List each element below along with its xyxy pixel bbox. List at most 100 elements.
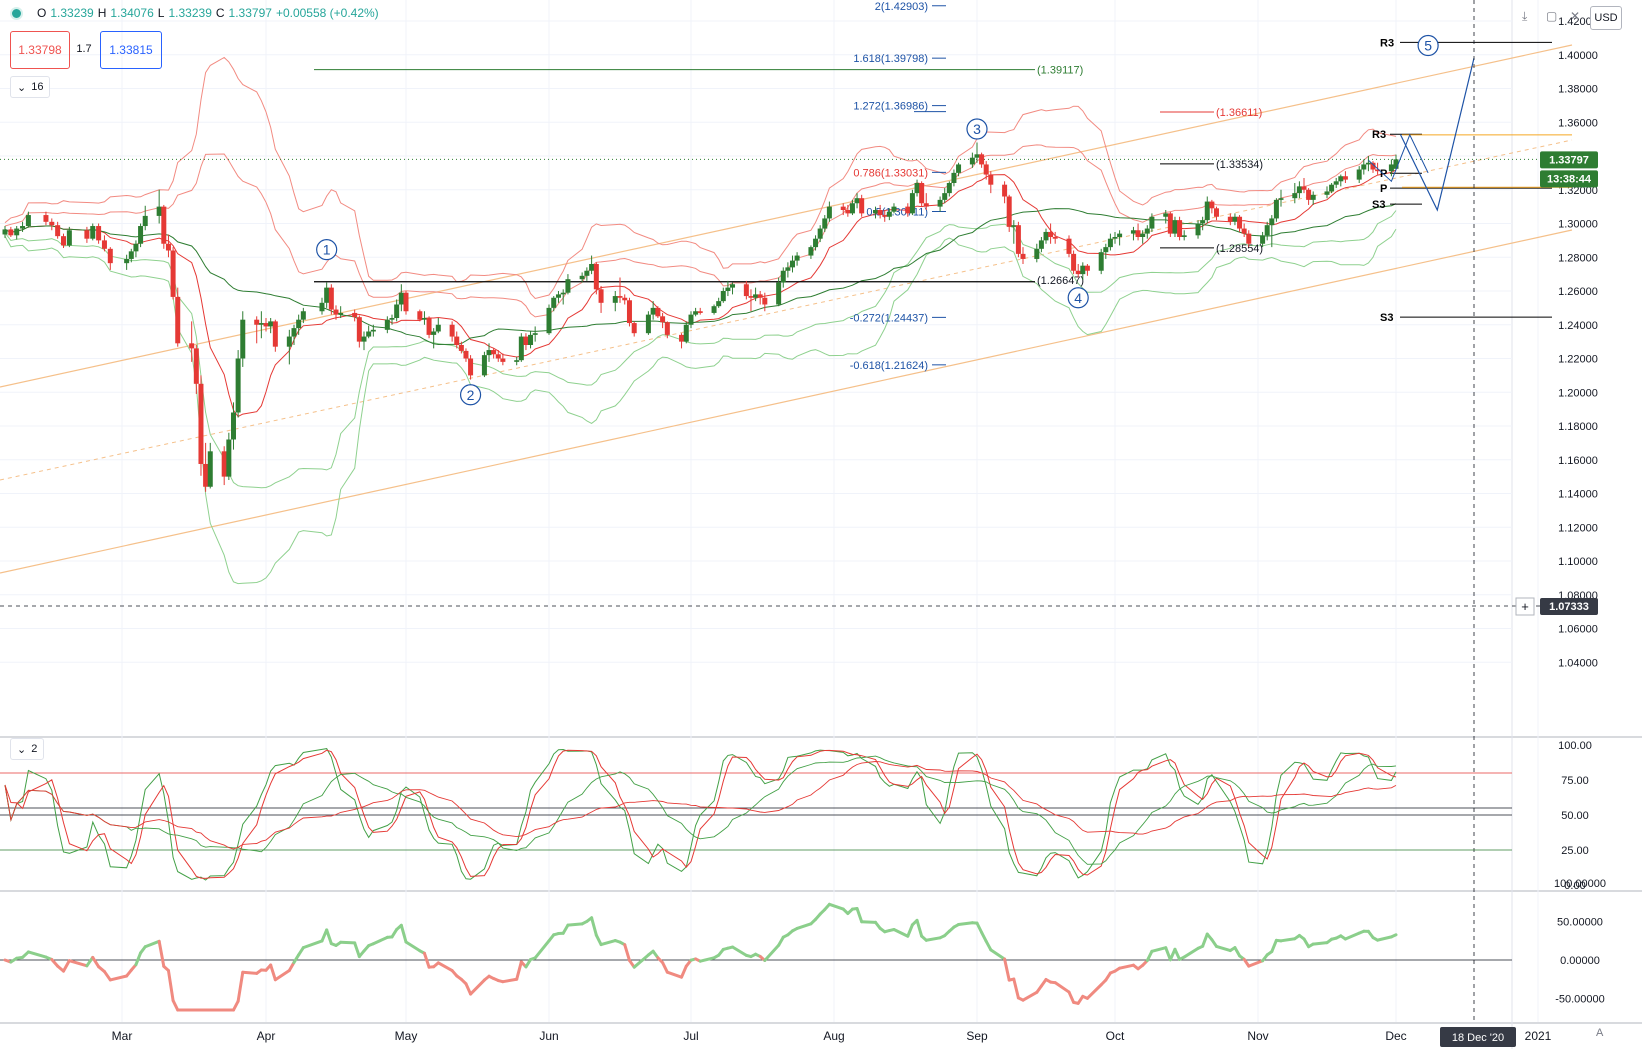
countdown-badge-bg [1540,170,1598,188]
oscillator-segment [1311,941,1329,946]
candle-body [254,319,260,325]
close-icon[interactable]: ✕ [1570,9,1581,23]
candle-body [1375,169,1381,172]
candle-body [366,331,372,337]
wave-label: 1 [323,242,331,258]
candle-body [1195,223,1201,236]
oscillator-segment [134,951,143,967]
candle-body [333,309,339,315]
candle-body [1393,159,1399,169]
oscillator-segment [594,933,603,947]
osc-tick-label: 100.00000 [1554,878,1606,890]
osc-tick-label: -50.00000 [1555,994,1605,1006]
candle-body [789,260,795,268]
oscillator-segment [632,953,650,969]
oscillator-segment [1279,937,1297,943]
wave-marker [316,239,338,261]
candle-body [165,243,171,251]
oscillator-segment [399,923,408,944]
currency-button[interactable]: USD [1590,6,1622,30]
candle-body [584,270,590,276]
candle-body [1011,225,1017,227]
oscillator-segment [590,916,598,937]
stoch-tick-label: 25.00 [1561,845,1589,857]
price-line-label: (1.28554) [1216,243,1263,255]
candle-body [988,174,994,185]
candle-body [780,270,786,283]
candle-body [776,282,782,305]
time-axis-label: 2021 [1525,1029,1552,1043]
candle-body [1264,225,1270,236]
indicator-count: 16 [31,81,44,93]
candle-body [664,322,670,335]
oscillator-segment [989,948,1007,961]
oscillator-segment [108,974,129,982]
candle-body [1213,208,1219,217]
price-tick-label: 1.20000 [1558,387,1598,399]
buy-button[interactable]: 1.33815 [100,31,162,69]
arrow-down-icon[interactable]: ⤓ [1522,9,1528,23]
candle-body [598,289,604,303]
oscillator-segment [906,923,914,938]
last-price-badge-bg [1540,151,1598,169]
candle-body [919,183,925,204]
candle-body [1163,213,1169,217]
candle-body [403,292,409,312]
candle-body [25,215,31,227]
price-tick-label: 1.24000 [1558,320,1598,332]
candle-body [1006,196,1012,227]
stoch-indicators-toggle[interactable]: ⌄ 2 [10,738,45,760]
auto-scale-button[interactable]: A [1596,1027,1604,1039]
candle-body [660,316,666,323]
candle-body [268,321,274,327]
candle-body [458,345,464,351]
candle-body [1356,169,1362,180]
candle-body [1135,230,1141,237]
oscillator-segment [464,982,473,996]
sell-button[interactable]: 1.33798 [10,31,70,69]
oscillator-segment [1376,935,1393,942]
high-label: H [97,6,107,20]
candle-body [338,312,344,315]
oscillator-segment [957,921,974,927]
oscillator-segment [102,970,112,982]
candle-body [300,311,306,320]
candle-body [1177,220,1183,237]
price-line-label: (1.33534) [1216,159,1263,171]
oscillator-segment [915,918,924,938]
candle-body [1301,186,1307,190]
candle-body [849,203,855,214]
candle-body [748,296,754,298]
candle-body [546,307,552,334]
oscillator-segment [1201,932,1209,948]
candle-body [757,294,763,298]
wave-marker [1417,34,1439,57]
time-axis-label: Mar [112,1029,133,1043]
candle-body [859,198,865,214]
price-tick-label: 1.22000 [1558,354,1598,366]
candle-body [1306,189,1312,200]
candle-body [979,154,985,165]
oscillator-segment [231,999,240,1012]
pivot-label: P [1380,183,1387,195]
wave-label: 2 [467,387,475,403]
candle-body [1098,252,1104,271]
indicators-toggle[interactable]: ⌄ 16 [10,76,51,98]
open-value: 1.33239 [50,6,94,20]
oscillator-segment [91,955,101,969]
maximize-icon[interactable]: ▢ [1546,9,1558,23]
crosshair-price-badge-bg [1540,598,1598,616]
candle-body [394,304,400,318]
time-axis-label: Apr [257,1029,276,1043]
candle-body [170,250,176,297]
candle-body [417,311,423,320]
projection-path [1400,57,1475,212]
candle-body [193,348,199,384]
candle-body [1333,181,1339,185]
oscillator-segment [980,930,988,943]
oscillator-segment [269,963,277,982]
oscillator-segment [1270,938,1278,954]
oscillator-segment [26,950,48,959]
